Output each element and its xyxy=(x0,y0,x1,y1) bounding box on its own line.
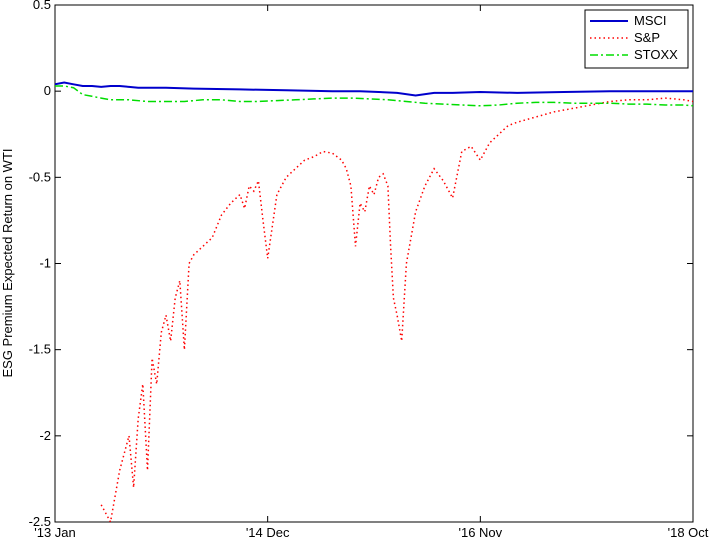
x-tick-label: '13 Jan xyxy=(34,525,76,540)
plot-area xyxy=(54,4,694,523)
legend-label: MSCI xyxy=(634,13,667,28)
y-tick-label: -1 xyxy=(39,256,51,271)
y-tick-label: -0.5 xyxy=(29,169,51,184)
x-tick-label: '14 Dec xyxy=(246,525,290,540)
legend-items: MSCI S&P STOXX xyxy=(590,13,678,62)
series-line-stoxx xyxy=(55,85,693,107)
x-tick-label: '16 Nov xyxy=(458,525,502,540)
legend-label: STOXX xyxy=(634,47,678,62)
y-tick-label: 0 xyxy=(44,83,51,98)
legend-label: S&P xyxy=(634,30,660,45)
y-tick-label: -1.5 xyxy=(29,342,51,357)
y-tick-label: -2.5 xyxy=(29,514,51,529)
series-line-msci xyxy=(55,81,693,97)
ticks-layer: 0.5 0 -0.5 -1 -1.5 -2 -2.5'13 Jan '14 Dec '16 No… xyxy=(29,0,709,540)
series-line-s-p xyxy=(100,97,693,522)
y-tick-label: 0.5 xyxy=(33,0,51,12)
y-axis-title: ESG Premium Expected Return on WTI xyxy=(0,148,15,377)
legend-box xyxy=(584,9,689,69)
legend: MSCI S&P STOXX xyxy=(584,9,689,69)
x-tick-label: '18 Oct xyxy=(668,525,709,540)
y-tick-label: -2 xyxy=(39,428,51,443)
series-layer xyxy=(55,81,693,522)
